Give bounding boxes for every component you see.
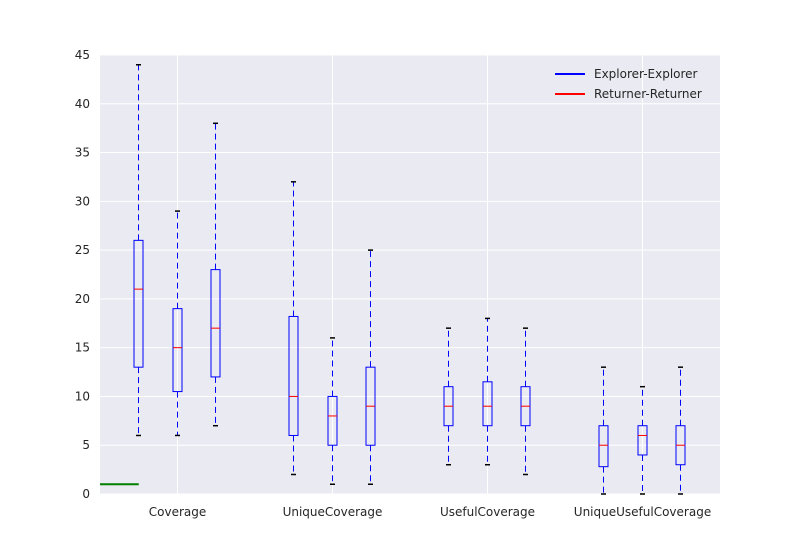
y-tick-label: 15 <box>75 341 90 355</box>
x-tick-label: UsefulCoverage <box>440 505 535 519</box>
box-plot <box>288 181 299 476</box>
plot-background <box>100 55 720 494</box>
y-tick-labels: 0 5 10 15 20 25 30 35 40 45 <box>75 48 90 501</box>
legend: Explorer-Explorer Returner-Returner <box>555 67 702 101</box>
x-tick-label: UniqueUsefulCoverage <box>574 505 711 519</box>
box-plot <box>520 327 531 476</box>
y-tick-label: 20 <box>75 292 90 306</box>
legend-label-explorer: Explorer-Explorer <box>594 67 698 81</box>
box-plot <box>365 249 376 485</box>
y-tick-label: 45 <box>75 48 90 62</box>
box-plot <box>327 337 338 485</box>
y-tick-label: 25 <box>75 243 90 257</box>
y-tick-label: 40 <box>75 97 90 111</box>
box-layer <box>133 64 686 495</box>
iqr-box <box>598 425 609 468</box>
box-plot <box>598 366 609 495</box>
x-tick-label: UniqueCoverage <box>283 505 383 519</box>
box-plot <box>133 64 144 437</box>
x-tick-label: Coverage <box>149 505 207 519</box>
iqr-box <box>172 308 183 393</box>
iqr-box <box>637 425 648 456</box>
y-tick-label: 5 <box>82 438 90 452</box>
box-plot <box>675 366 686 495</box>
box-plot <box>172 210 183 437</box>
iqr-box <box>327 395 338 446</box>
y-tick-label: 10 <box>75 389 90 403</box>
box-plot <box>210 122 221 427</box>
box-plot <box>443 327 454 466</box>
y-tick-label: 0 <box>82 487 90 501</box>
iqr-box <box>288 315 299 436</box>
iqr-box <box>133 239 144 368</box>
iqr-box <box>482 381 493 427</box>
x-tick-labels: Coverage UniqueCoverage UsefulCoverage Uniq… <box>149 505 711 519</box>
legend-label-returner: Returner-Returner <box>594 87 702 101</box>
iqr-box <box>210 269 221 378</box>
box-plot <box>482 317 493 466</box>
box-plot <box>637 385 648 495</box>
y-tick-label: 35 <box>75 146 90 160</box>
y-tick-label: 30 <box>75 194 90 208</box>
